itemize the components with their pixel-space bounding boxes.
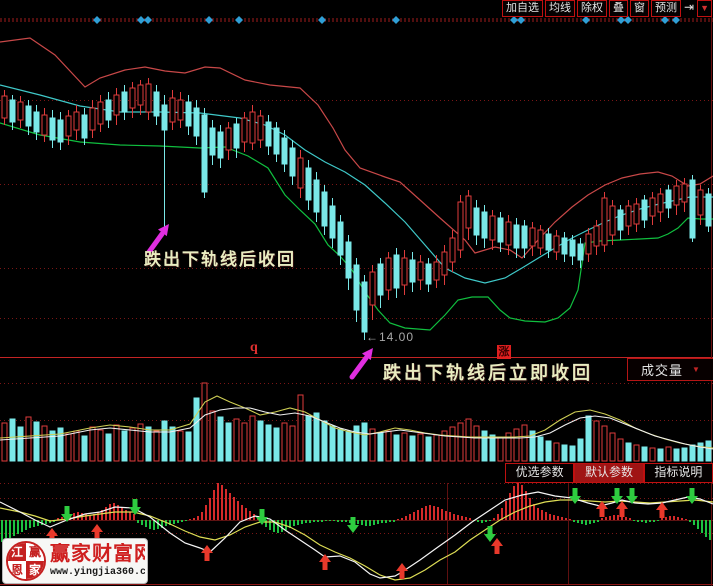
annotation-arrow-layer — [146, 224, 373, 380]
param-button-指标说明[interactable]: 指标说明 — [643, 463, 713, 483]
param-button-默认参数[interactable]: 默认参数 — [574, 463, 644, 483]
site-seal-icon: 江赢恩家 — [6, 541, 46, 581]
parameter-button-row: 优选参数 默认参数 指标说明 — [505, 463, 713, 483]
seal-char: 江 — [8, 543, 26, 561]
rise-badge: 涨 — [497, 345, 511, 359]
volume-layer — [0, 382, 713, 462]
site-name: 赢家财富网 — [50, 543, 145, 565]
menu-item-窗[interactable]: 窗 — [630, 0, 650, 17]
menu-item-均线[interactable]: 均线 — [545, 0, 576, 17]
chevron-down-icon: ▼ — [692, 365, 700, 374]
menu-item-除权[interactable]: 除权 — [577, 0, 608, 17]
seal-char: 家 — [26, 561, 44, 579]
seal-char: 恩 — [8, 561, 26, 579]
jump-to-latest-icon[interactable]: ⇥ — [684, 0, 695, 14]
menu-item-叠[interactable]: 叠 — [609, 0, 629, 17]
site-url: www.yingjia360.com — [50, 567, 145, 578]
menu-item-预测[interactable]: 预测 — [651, 0, 682, 17]
menu-item-加自选[interactable]: 加自选 — [502, 0, 544, 17]
annotation-pullback: 跌出下轨线后收回 — [144, 250, 296, 269]
macd-layer — [0, 482, 713, 581]
annotation-immediate-pullback: 跌出下轨线后立即收回 — [383, 363, 593, 383]
volume-indicator-selector[interactable]: 成交量 ▼ — [627, 358, 713, 381]
q-marker: q — [250, 340, 258, 355]
diamond-marker-layer — [93, 16, 680, 24]
param-button-优选参数[interactable]: 优选参数 — [505, 463, 575, 483]
volume-indicator-label: 成交量 — [641, 363, 684, 378]
dropdown-icon[interactable]: ▼ — [697, 0, 712, 17]
seal-char: 赢 — [26, 543, 44, 561]
buy-sell-arrow-layer — [46, 488, 698, 579]
candlestick-layer — [1, 78, 712, 340]
top-menubar: 加自选 均线 除权叠窗预测 ⇥ ▼ — [502, 0, 712, 17]
low-price-label: ←14.00 — [366, 330, 415, 344]
